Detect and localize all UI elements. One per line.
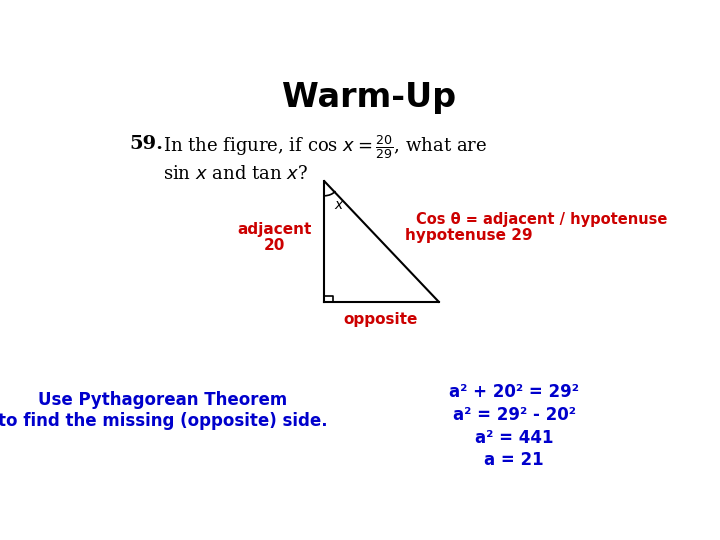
Text: $x$: $x$ <box>334 198 345 212</box>
Text: 20: 20 <box>264 238 285 253</box>
Text: sin $x$ and tan $x$?: sin $x$ and tan $x$? <box>163 165 307 183</box>
Text: Warm-Up: Warm-Up <box>282 82 456 114</box>
Text: In the figure, if cos $x = \frac{20}{29}$, what are: In the figure, if cos $x = \frac{20}{29}… <box>163 133 487 161</box>
Text: adjacent: adjacent <box>237 221 311 237</box>
Text: opposite: opposite <box>343 312 418 327</box>
Text: a² + 20² = 29²: a² + 20² = 29² <box>449 383 579 401</box>
Text: hypotenuse 29: hypotenuse 29 <box>405 228 533 243</box>
Text: a = 21: a = 21 <box>485 451 544 469</box>
Text: a² = 441: a² = 441 <box>474 429 554 447</box>
Text: Use Pythagorean Theorem: Use Pythagorean Theorem <box>38 391 287 409</box>
Text: 59.: 59. <box>129 136 163 153</box>
Text: to find the missing (opposite) side.: to find the missing (opposite) side. <box>0 412 328 430</box>
Text: Cos θ = adjacent / hypotenuse: Cos θ = adjacent / hypotenuse <box>416 212 668 227</box>
Text: a² = 29² - 20²: a² = 29² - 20² <box>453 406 575 424</box>
